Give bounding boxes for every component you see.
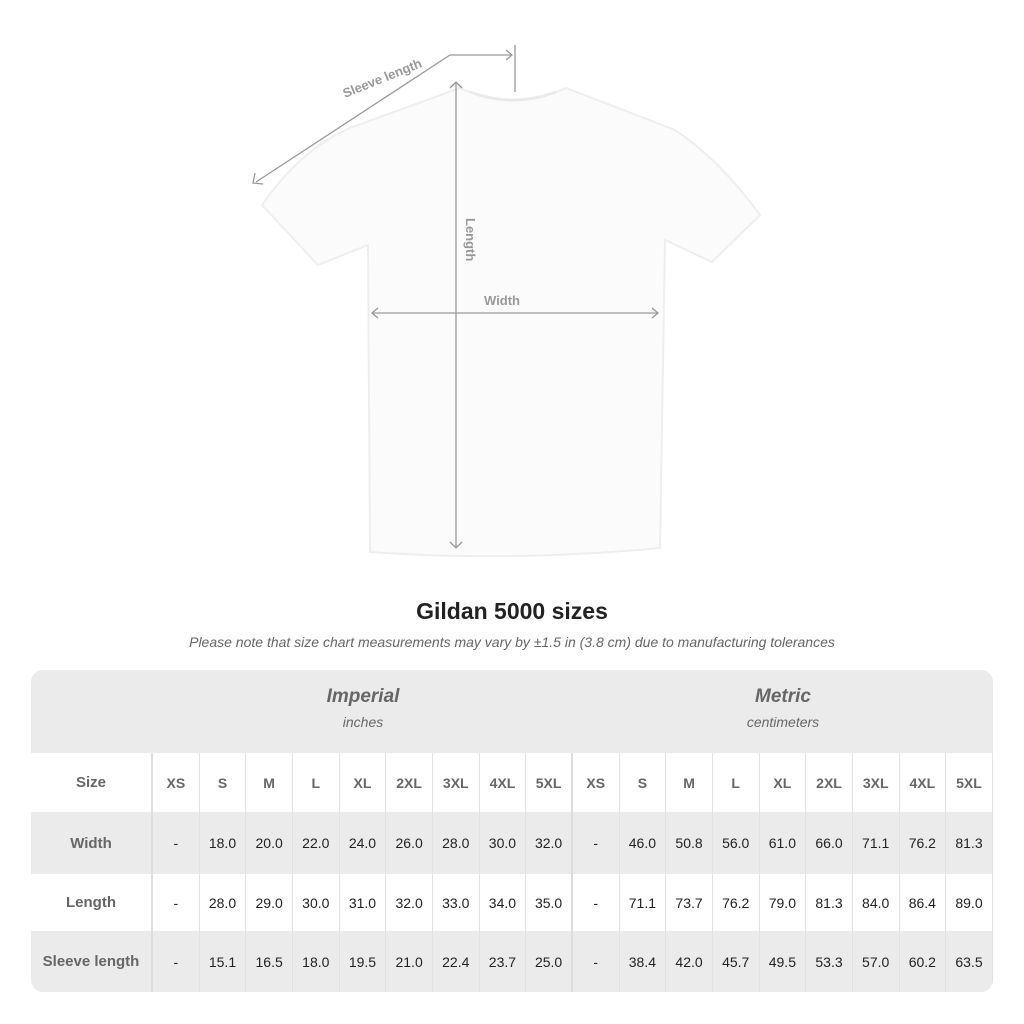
table-cell: 79.0: [760, 874, 807, 931]
table-cell: 86.4: [900, 874, 947, 931]
table-cell: 31.0: [340, 874, 387, 931]
size-header-cell: 5XL: [526, 753, 573, 812]
size-header-cell: 3XL: [853, 753, 900, 812]
table-cell: 49.5: [760, 931, 807, 992]
table-cell: 32.0: [526, 812, 573, 874]
table-cell: 24.0: [340, 812, 387, 874]
size-header-cell: XS: [573, 753, 620, 812]
size-header-cell: XS: [153, 753, 200, 812]
table-cell: 28.0: [433, 812, 480, 874]
table-cell: 71.1: [620, 874, 667, 931]
table-cell: 76.2: [713, 874, 760, 931]
table-cell: 66.0: [806, 812, 853, 874]
table-cell: 53.3: [806, 931, 853, 992]
row-label: Sleeve length: [31, 931, 153, 992]
table-cell: 46.0: [620, 812, 667, 874]
table-cell: 61.0: [760, 812, 807, 874]
table-cell: 57.0: [853, 931, 900, 992]
table-cell: 28.0: [200, 874, 247, 931]
table-row: Length -28.0 29.0 30.0 31.0 32.0 33.0 34.0 35.0-…: [31, 874, 993, 931]
size-header-cell: L: [293, 753, 340, 812]
table-cell: 22.0: [293, 812, 340, 874]
table-cell: -: [573, 812, 620, 874]
size-header-cell: 5XL: [946, 753, 993, 812]
table-cell: 50.8: [666, 812, 713, 874]
size-header-cell: S: [200, 753, 247, 812]
table-cell: 23.7: [480, 931, 527, 992]
row-label: Length: [31, 874, 153, 931]
table-cell: 73.7: [666, 874, 713, 931]
size-header-cell: L: [713, 753, 760, 812]
table-cell: 56.0: [713, 812, 760, 874]
tshirt-shape: [260, 86, 762, 558]
table-cell: 25.0: [526, 931, 573, 992]
table-cell: 81.3: [806, 874, 853, 931]
table-cell: 33.0: [433, 874, 480, 931]
table-cell: 34.0: [480, 874, 527, 931]
length-label: Length: [463, 218, 478, 261]
row-label: Width: [31, 812, 153, 874]
size-header-cell: XL: [340, 753, 387, 812]
table-cell: 71.1: [853, 812, 900, 874]
table-cell: -: [153, 874, 200, 931]
table-cell: 30.0: [293, 874, 340, 931]
table-cell: 22.4: [433, 931, 480, 992]
table-cell: 15.1: [200, 931, 247, 992]
table-row: Sleeve length -15.1 16.5 18.0 19.5 21.0 22.4 23…: [31, 931, 993, 992]
table-cell: 26.0: [386, 812, 433, 874]
size-header-cell: S: [620, 753, 667, 812]
table-cell: -: [573, 931, 620, 992]
table-cell: 16.5: [246, 931, 293, 992]
table-cell: 42.0: [666, 931, 713, 992]
sleeve-length-label: Sleeve length: [341, 55, 424, 100]
size-header-row: Size XS S M L XL 2XL 3XL 4XL 5XL XS S M L XL 2XL 3XL 4XL…: [31, 753, 993, 812]
table-row: Width -18.0 20.0 22.0 24.0 26.0 28.0 30.0 32.0-4…: [31, 812, 993, 874]
table-cell: 81.3: [946, 812, 993, 874]
table-cell: 19.5: [340, 931, 387, 992]
size-header-cell: XL: [760, 753, 807, 812]
table-cell: 29.0: [246, 874, 293, 931]
table-cell: 18.0: [200, 812, 247, 874]
table-cell: -: [153, 812, 200, 874]
size-header-cell: 3XL: [433, 753, 480, 812]
metric-header: Metric centimeters: [746, 686, 820, 730]
size-table: Imperial inches Metric centimeters Size …: [31, 670, 993, 992]
table-cell: 60.2: [900, 931, 947, 992]
table-cell: 32.0: [386, 874, 433, 931]
table-cell: 21.0: [386, 931, 433, 992]
size-header-cell: 2XL: [806, 753, 853, 812]
table-cell: 63.5: [946, 931, 993, 992]
tshirt-diagram: Sleeve length Length Width: [252, 45, 762, 558]
imperial-header: Imperial inches: [326, 686, 400, 730]
width-label: Width: [484, 293, 520, 308]
table-cell: 38.4: [620, 931, 667, 992]
table-cell: 18.0: [293, 931, 340, 992]
table-cell: 35.0: [526, 874, 573, 931]
size-header-cell: 2XL: [386, 753, 433, 812]
size-header-cell: M: [246, 753, 293, 812]
size-header-cell: M: [666, 753, 713, 812]
size-header-cell: 4XL: [900, 753, 947, 812]
table-cell: -: [573, 874, 620, 931]
page-title: Gildan 5000 sizes: [416, 598, 608, 624]
table-cell: 89.0: [946, 874, 993, 931]
size-header-cell: 4XL: [480, 753, 527, 812]
table-cell: 30.0: [480, 812, 527, 874]
table-cell: 20.0: [246, 812, 293, 874]
table-cell: -: [153, 931, 200, 992]
table-cell: 76.2: [900, 812, 947, 874]
table-cell: 45.7: [713, 931, 760, 992]
table-cell: 84.0: [853, 874, 900, 931]
tolerance-note: Please note that size chart measurements…: [189, 634, 835, 650]
